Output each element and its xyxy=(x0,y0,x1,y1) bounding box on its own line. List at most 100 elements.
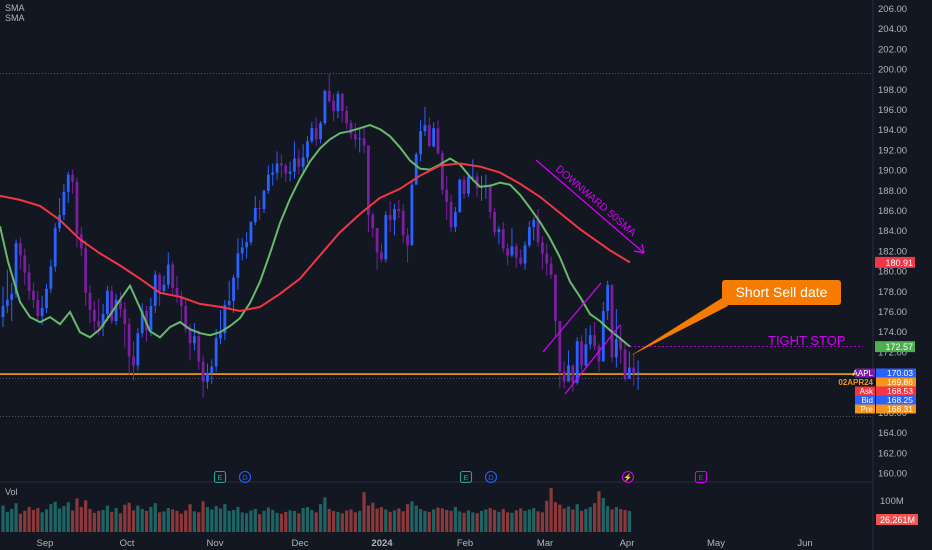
candle-body xyxy=(36,299,40,317)
volume-bar xyxy=(562,508,566,532)
candle-body xyxy=(219,333,222,339)
candle-body xyxy=(358,138,362,140)
grid-lines xyxy=(0,0,874,550)
volume-bar xyxy=(66,502,70,532)
candle-body xyxy=(636,372,640,374)
event-marker-earnings[interactable]: E xyxy=(213,470,227,484)
volume-bar xyxy=(419,508,423,532)
volume-bar xyxy=(57,508,62,532)
price-tag-value-bg xyxy=(876,368,916,378)
x-tick-label: Oct xyxy=(120,538,135,549)
candle-body xyxy=(571,365,575,383)
y-tick-label: 204.00 xyxy=(878,24,907,35)
sma-indicator-label-2[interactable]: SMA xyxy=(5,13,25,23)
candle-body xyxy=(266,174,270,191)
candle-body xyxy=(445,189,449,202)
y-tick-label: 172.00 xyxy=(878,347,907,358)
volume-bar xyxy=(114,508,118,532)
channel-lower-line xyxy=(564,324,621,395)
price-tag-key-bg xyxy=(855,386,875,396)
volume-bar xyxy=(88,508,92,532)
volume-bar xyxy=(10,508,14,532)
volume-bar xyxy=(71,510,75,532)
candle-body xyxy=(5,299,9,306)
volume-bar xyxy=(166,508,170,532)
volume-bar xyxy=(301,508,305,532)
tight-stop-label: TIGHT STOP xyxy=(768,333,846,348)
x-tick-label: Mar xyxy=(537,538,553,549)
candle-body xyxy=(136,333,140,366)
x-tick-label: Sep xyxy=(37,538,54,549)
volume-bar xyxy=(249,510,253,532)
candle-body xyxy=(49,266,53,289)
volume-bar xyxy=(240,512,244,532)
volume-bar xyxy=(597,491,601,532)
sma-indicator-label-1[interactable]: SMA xyxy=(5,3,25,13)
price-tag-key-bg xyxy=(855,404,875,414)
candle-body xyxy=(401,211,405,236)
y-tick-label: 194.00 xyxy=(878,125,907,136)
candle-body xyxy=(336,93,340,112)
volume-bar xyxy=(140,508,144,532)
volume-bar xyxy=(105,505,109,532)
candle-body xyxy=(158,274,161,291)
volume-bar xyxy=(423,510,427,532)
volume-bar xyxy=(318,504,323,532)
event-marker-split[interactable]: ⚡ xyxy=(621,470,635,484)
event-marker-circle xyxy=(484,470,498,484)
candle-body xyxy=(454,212,457,228)
candle-body xyxy=(610,284,614,358)
price-tag-key-bg xyxy=(829,377,875,387)
candle-body xyxy=(14,243,18,294)
candle-body xyxy=(53,228,57,267)
candle-body xyxy=(475,176,479,188)
x-tick-label: May xyxy=(707,538,725,549)
candle-body xyxy=(628,367,631,379)
volume-bar xyxy=(314,512,318,532)
candle-body xyxy=(214,338,218,367)
volume-bar xyxy=(379,507,384,532)
volume-bar xyxy=(92,512,96,532)
event-marker-square xyxy=(213,470,227,484)
candle-body xyxy=(201,361,205,382)
volume-bar xyxy=(358,510,362,532)
event-markers[interactable]: E D E D ⚡ E xyxy=(213,470,708,484)
candle-body xyxy=(206,373,209,382)
y-tick-label: 182.00 xyxy=(878,246,907,257)
volume-bar xyxy=(484,509,488,532)
sma-slow-price-tag-bg xyxy=(875,256,915,268)
candle-body xyxy=(223,304,227,334)
candle-body xyxy=(32,290,35,300)
volume-bar xyxy=(397,508,401,532)
candle-body xyxy=(258,207,262,209)
candle-body xyxy=(440,153,444,190)
candle-body xyxy=(97,321,101,328)
event-marker-dividend[interactable]: D xyxy=(238,470,252,484)
volume-bar xyxy=(584,508,588,532)
candle-body xyxy=(593,335,596,347)
downward-arrow-head xyxy=(633,243,645,254)
event-marker-dividend[interactable]: D xyxy=(484,470,498,484)
candle-body xyxy=(27,272,31,291)
price-tag-key: Bid xyxy=(861,396,873,405)
volume-bar xyxy=(401,511,405,532)
y-tick-label: 190.00 xyxy=(878,166,907,177)
candle-body xyxy=(101,314,105,328)
price-axis: 206.00 204.00 202.00 200.00 198.00 196.00 194.… xyxy=(829,4,918,525)
downward-arrow-line xyxy=(535,159,645,254)
candle-body xyxy=(310,128,314,142)
candle-body xyxy=(340,93,344,112)
price-tag-value-bg xyxy=(876,395,916,405)
event-marker-earnings[interactable]: E xyxy=(694,470,708,484)
candle-body xyxy=(614,339,618,358)
candle-body xyxy=(88,292,92,310)
volume-bar xyxy=(453,507,457,532)
candle-body xyxy=(271,172,275,175)
short-sell-label: Short Sell date xyxy=(736,284,828,300)
volume-bar xyxy=(275,512,279,532)
event-marker-label: ⚡ xyxy=(623,473,632,482)
candle-body xyxy=(40,307,44,317)
event-marker-earnings[interactable]: E xyxy=(459,470,473,484)
candle-body xyxy=(149,305,153,331)
